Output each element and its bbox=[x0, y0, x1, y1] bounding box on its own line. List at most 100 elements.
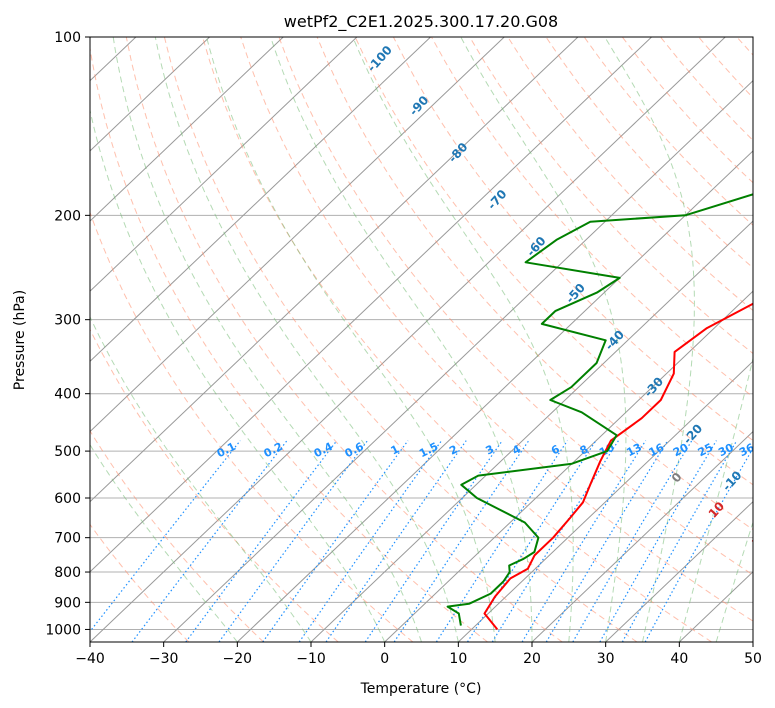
y-tick-label: 1000 bbox=[45, 622, 81, 638]
dry-adiabat-line bbox=[240, 37, 753, 622]
isotherm-line bbox=[90, 37, 505, 433]
dry-adiabat-line bbox=[163, 37, 638, 642]
x-tick-label: −40 bbox=[75, 651, 105, 667]
y-tick-label: 200 bbox=[54, 208, 81, 224]
mixing-ratio-line bbox=[491, 440, 620, 642]
y-tick-label: 100 bbox=[54, 30, 81, 46]
dry-adiabat-line bbox=[392, 37, 753, 442]
x-tick-label: −10 bbox=[296, 651, 326, 667]
x-tick-label: 20 bbox=[523, 651, 541, 667]
y-tick-label: 300 bbox=[54, 313, 81, 329]
isotherm-line bbox=[90, 37, 210, 152]
isotherm-line bbox=[605, 500, 753, 642]
isotherm-line bbox=[310, 220, 753, 642]
mixing-ratio-line bbox=[521, 440, 647, 642]
isotherm-line bbox=[163, 80, 753, 642]
mixing-ratio-line bbox=[393, 440, 530, 642]
moist-adiabat-lines bbox=[90, 37, 753, 642]
mixing-ratio-label: 36 bbox=[737, 441, 757, 460]
moist-adiabat-line bbox=[90, 443, 238, 642]
isotherm-line bbox=[90, 37, 652, 573]
mixing-ratio-line bbox=[262, 440, 409, 642]
plot-frame bbox=[89, 36, 754, 643]
dry-adiabat-line bbox=[507, 37, 753, 312]
mixing-ratio-label: 30 bbox=[716, 441, 736, 460]
y-tick-label: 700 bbox=[54, 531, 81, 547]
y-tick-label: 500 bbox=[54, 444, 81, 460]
isotherm-line bbox=[90, 37, 431, 363]
dry-adiabat-line bbox=[90, 45, 488, 642]
isotherm-line bbox=[90, 37, 726, 642]
mixing-ratio-line bbox=[435, 440, 568, 642]
x-tick-label: 10 bbox=[449, 651, 467, 667]
moist-adiabat-line bbox=[112, 37, 422, 642]
mixing-ratio-label: 16 bbox=[647, 441, 667, 460]
x-tick-label: 30 bbox=[597, 651, 615, 667]
moist-adiabat-line bbox=[270, 37, 533, 642]
moist-adiabat-line bbox=[90, 108, 386, 642]
mixing-ratio-line bbox=[545, 440, 669, 642]
dry-adiabat-line bbox=[90, 328, 339, 642]
x-axis: −40 −30 −20 −10 0 10 20 30 40 50 bbox=[75, 642, 762, 667]
moist-adiabat-line bbox=[678, 356, 753, 642]
isotherm-lines bbox=[90, 37, 753, 642]
mixing-ratio-line bbox=[621, 440, 738, 642]
dewpoint-profile bbox=[446, 193, 753, 626]
dry-adiabat-line bbox=[202, 37, 712, 642]
dry-adiabat-lines bbox=[90, 37, 753, 642]
mixing-ratio-line bbox=[298, 440, 443, 642]
isotherm-line bbox=[384, 290, 753, 642]
x-axis-label: Temperature (°C) bbox=[360, 681, 482, 697]
plot-area: 0.1 0.2 0.4 0.6 1 1.5 2 3 4 6 8 10 13 16 20 25 30 36-100-… bbox=[90, 37, 771, 642]
mixing-ratio-label: 13 bbox=[624, 441, 644, 460]
mixing-ratio-line bbox=[644, 447, 753, 642]
mixing-ratio-line bbox=[325, 440, 467, 642]
mixing-ratio-line bbox=[90, 440, 241, 633]
moist-adiabat-line bbox=[206, 37, 496, 642]
mixing-ratio-label: 20 bbox=[671, 441, 691, 460]
y-axis: 100 200 300 400 500 600 700 800 900 1000 bbox=[45, 30, 90, 638]
mixing-ratio-label: 25 bbox=[696, 441, 716, 460]
dry-adiabat-line bbox=[431, 37, 753, 398]
dry-adiabat-line bbox=[278, 37, 753, 576]
moist-adiabat-line bbox=[154, 37, 459, 642]
mixing-ratio-lines bbox=[90, 440, 753, 642]
x-tick-label: 40 bbox=[670, 651, 688, 667]
y-axis-label: Pressure (hPa) bbox=[12, 290, 28, 390]
isotherm-line bbox=[90, 37, 579, 503]
y-tick-label: 800 bbox=[54, 565, 81, 581]
moist-adiabat-line bbox=[460, 37, 627, 642]
moist-adiabat-line bbox=[604, 37, 695, 642]
x-tick-label: −20 bbox=[223, 651, 253, 667]
dry-adiabat-line bbox=[90, 211, 414, 642]
mixing-ratio-line bbox=[364, 440, 503, 642]
sounding-profiles bbox=[446, 193, 753, 631]
dry-adiabat-line bbox=[316, 37, 753, 531]
isotherm-line bbox=[236, 150, 753, 642]
x-tick-label: 0 bbox=[380, 651, 389, 667]
temperature-profile bbox=[483, 302, 753, 631]
mixing-ratio-line bbox=[572, 440, 693, 642]
dry-adiabat-line bbox=[354, 37, 753, 486]
isotherm-line bbox=[90, 37, 284, 222]
moist-adiabat-line bbox=[352, 37, 574, 642]
y-tick-label: 900 bbox=[54, 595, 81, 611]
dry-adiabat-line bbox=[469, 37, 753, 355]
x-tick-label: 50 bbox=[744, 651, 762, 667]
mixing-ratio-line bbox=[218, 440, 368, 642]
adiabat-label: 20 bbox=[749, 528, 771, 550]
dry-adiabat-line bbox=[125, 37, 563, 642]
moist-adiabat-line bbox=[715, 520, 753, 642]
isotherm-line bbox=[531, 430, 753, 642]
chart-title: wetPf2_C2E1.2025.300.17.20.G08 bbox=[284, 12, 558, 32]
isotherm-line bbox=[457, 360, 753, 642]
y-tick-label: 400 bbox=[54, 387, 81, 403]
pressure-gridlines bbox=[90, 37, 753, 630]
isotherm-line bbox=[90, 37, 358, 292]
mixing-ratio-line bbox=[185, 440, 338, 642]
moist-adiabat-line bbox=[90, 315, 312, 642]
y-tick-label: 600 bbox=[54, 491, 81, 507]
x-tick-label: −30 bbox=[149, 651, 179, 667]
